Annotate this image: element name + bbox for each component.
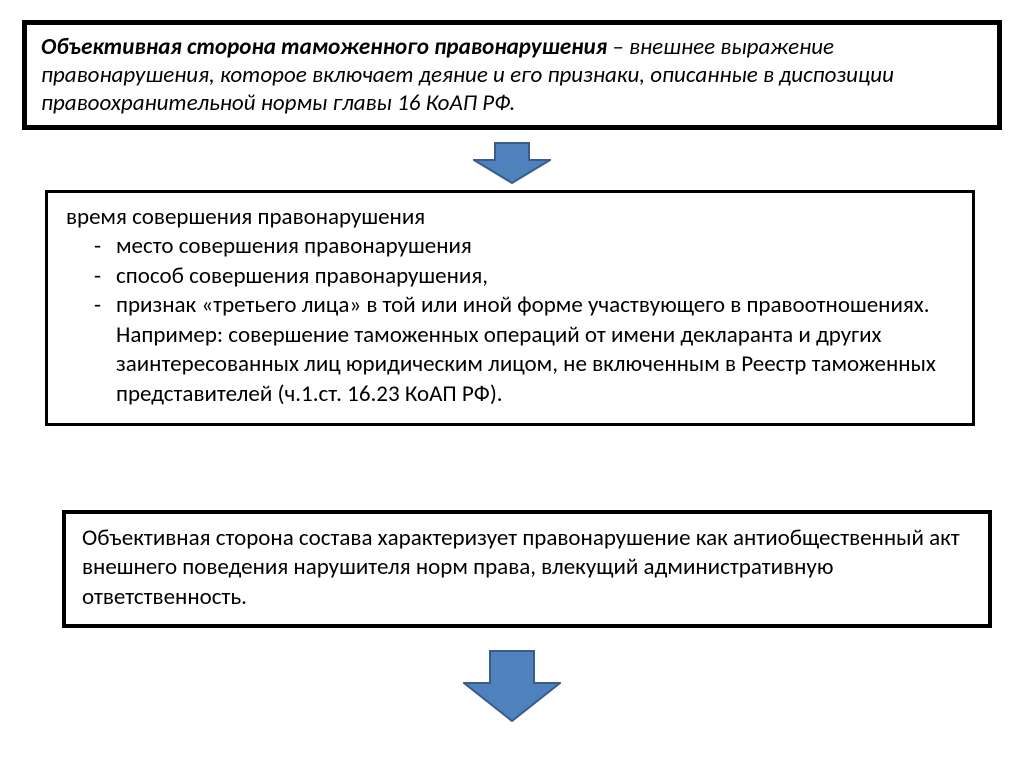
arrow-down-icon	[473, 142, 551, 184]
summary-text: Объективная сторона состава характеризуе…	[82, 524, 972, 612]
list-item: способ совершения правонарушения,	[66, 262, 954, 291]
features-box: время совершения правонарушения место со…	[45, 190, 975, 426]
definition-text: Объективная сторона таможенного правонар…	[41, 33, 983, 117]
list-item: место совершения правонарушения	[66, 232, 954, 261]
features-list: место совершения правонарушения способ с…	[66, 232, 954, 409]
features-intro: время совершения правонарушения	[66, 203, 954, 232]
definition-term: Объективная сторона таможенного правонар…	[41, 33, 607, 61]
arrow-down-icon	[463, 650, 561, 722]
list-item: признак «третьего лица» в той или иной ф…	[66, 291, 954, 409]
summary-box: Объективная сторона состава характеризуе…	[62, 510, 992, 628]
definition-box: Объективная сторона таможенного правонар…	[22, 20, 1002, 130]
